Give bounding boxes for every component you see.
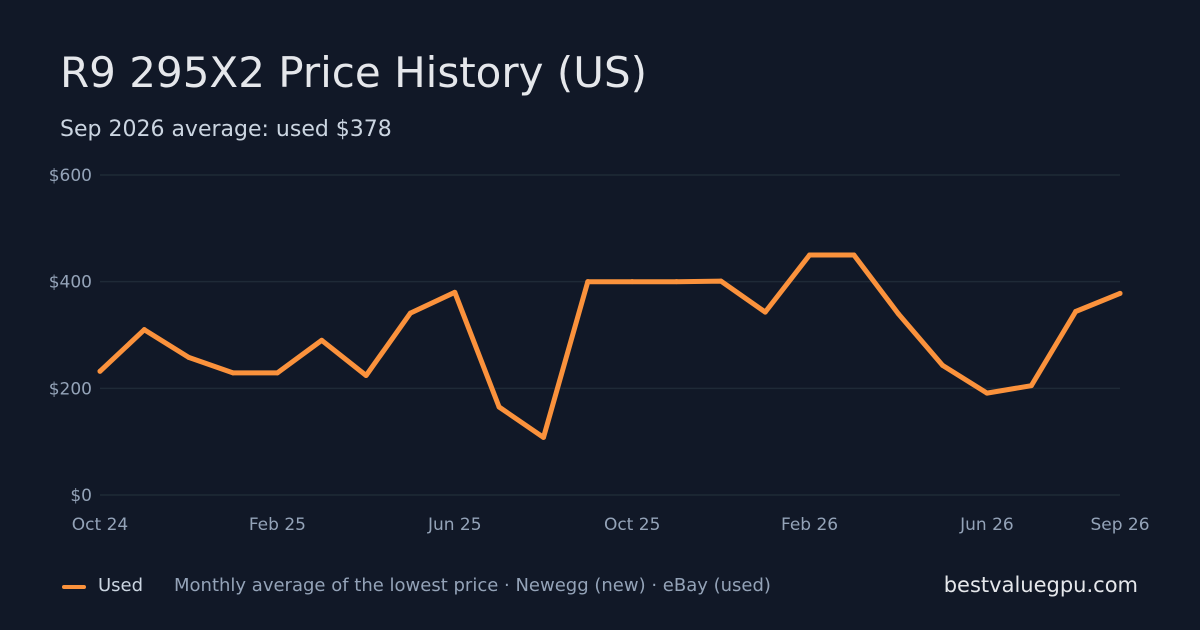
brand-name: bestvaluegpu.com <box>943 573 1138 597</box>
data-point <box>807 252 813 258</box>
data-point <box>851 252 857 258</box>
grid-lines <box>100 174 1120 496</box>
legend-label-used: Used <box>98 575 144 596</box>
chart-subtitle: Sep 2026 average: used $378 <box>60 117 392 142</box>
series-layer <box>97 252 1123 440</box>
data-point <box>186 354 192 360</box>
data-point <box>674 279 680 285</box>
data-point <box>141 327 147 333</box>
data-point <box>984 390 990 396</box>
data-point <box>363 373 369 379</box>
y-tick-label: $0 <box>70 486 92 506</box>
data-point <box>230 370 236 376</box>
y-tick-label: $600 <box>49 166 92 186</box>
x-axis-ticks: Oct 24 Feb 25 Jun 25 Oct 25 Feb 26 Jun 26 Sep … <box>72 515 1150 535</box>
x-tick-label: Oct 24 <box>72 515 128 535</box>
data-point <box>585 279 591 285</box>
legend-swatch-used <box>62 585 86 589</box>
y-tick-label: $200 <box>49 379 92 399</box>
x-tick-label: Oct 25 <box>604 515 660 535</box>
chart-footer: Used Monthly average of the lowest price… <box>0 570 1200 606</box>
data-point <box>1117 290 1123 296</box>
data-point <box>762 309 768 315</box>
source-note: Monthly average of the lowest price · Ne… <box>174 575 771 596</box>
x-tick-label: Feb 26 <box>781 515 838 535</box>
series-line-used <box>97 252 1123 440</box>
x-tick-label: Feb 25 <box>249 515 306 535</box>
data-point <box>718 278 724 284</box>
price-line-chart: $0 $200 $400 $600 Oct 24 Feb 25 Jun 25 Oct 25 F… <box>49 166 1150 535</box>
y-axis-ticks: $0 $200 $400 $600 <box>49 166 92 506</box>
data-point <box>1073 309 1079 315</box>
data-point <box>319 337 325 343</box>
data-point <box>540 434 546 440</box>
data-point <box>407 310 413 316</box>
data-point <box>940 362 946 368</box>
y-tick-label: $400 <box>49 273 92 293</box>
x-tick-label: Jun 26 <box>959 515 1014 535</box>
data-point <box>496 404 502 410</box>
chart-title: R9 295X2 Price History (US) <box>60 48 648 97</box>
data-point <box>97 368 103 374</box>
data-point <box>629 279 635 285</box>
data-point <box>895 311 901 317</box>
x-tick-label: Jun 25 <box>427 515 482 535</box>
data-point <box>1028 383 1034 389</box>
data-point <box>274 370 280 376</box>
data-point <box>452 289 458 295</box>
x-tick-label: Sep 26 <box>1090 515 1149 535</box>
